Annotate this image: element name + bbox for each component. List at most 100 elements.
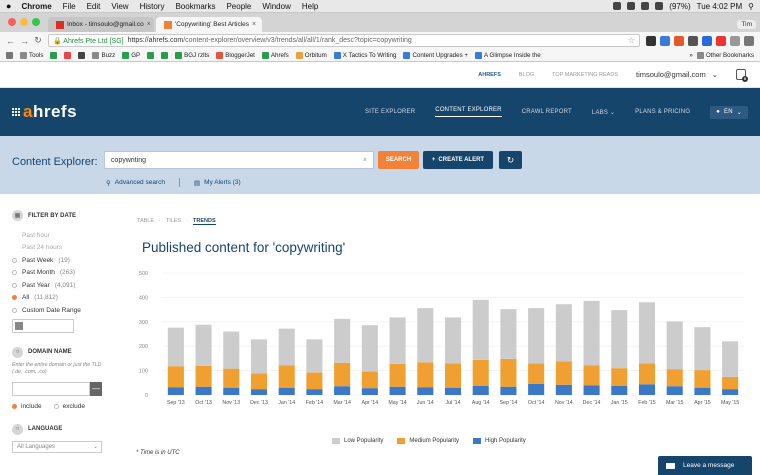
notifications-icon[interactable]: 0: [736, 69, 748, 82]
date-option[interactable]: All (11,812): [12, 292, 108, 305]
menu-app[interactable]: Chrome: [21, 1, 52, 11]
apple-icon[interactable]: ●: [6, 1, 12, 11]
menu-view[interactable]: View: [111, 1, 129, 11]
zoom-window-button[interactable]: [32, 18, 40, 26]
bar-medium-popularity: [334, 362, 351, 387]
create-alert-button[interactable]: + CREATE ALERT: [423, 151, 493, 169]
bookmark-item[interactable]: BGJ rzlts: [175, 51, 209, 59]
clear-icon[interactable]: ×: [362, 156, 367, 164]
ahrefs-link[interactable]: AHREFS: [478, 71, 501, 78]
legend-low[interactable]: Low Popularity: [332, 438, 383, 444]
nav-plans-pricing[interactable]: PLANS & PRICING: [635, 109, 691, 115]
bookmark-item[interactable]: Buzz: [92, 51, 115, 59]
my-alerts-link[interactable]: ▤ My Alerts (3): [194, 179, 241, 187]
ahrefs-logo[interactable]: ahrefs: [12, 102, 77, 122]
blog-link[interactable]: BLOG: [518, 71, 535, 78]
bookmark-item[interactable]: Content Upgrades +: [403, 51, 468, 59]
nav-crawl-report[interactable]: CRAWL REPORT: [521, 109, 572, 115]
bookmark-item[interactable]: Tools: [20, 51, 43, 59]
menu-people[interactable]: People: [226, 1, 252, 11]
extension-icon[interactable]: [716, 35, 726, 46]
date-range-input[interactable]: [12, 318, 74, 333]
date-option[interactable]: Past Month (263): [12, 267, 108, 280]
menu-history[interactable]: History: [139, 1, 165, 11]
close-tab-icon[interactable]: ×: [146, 21, 151, 28]
bookmark-item[interactable]: Ahrefs: [261, 51, 289, 59]
bookmark-star-icon[interactable]: ☆: [627, 36, 635, 45]
bookmark-item[interactable]: BloggerJet: [216, 51, 255, 59]
bookmark-item[interactable]: A Glimpse Inside the: [475, 51, 541, 59]
domain-add-button[interactable]: —: [90, 381, 102, 396]
include-radio[interactable]: include: [12, 403, 42, 410]
bookmark-icon: [475, 51, 482, 59]
url-bar[interactable]: 🔒 Ahrefs Pte Ltd [SG] https://ahrefs.com…: [48, 34, 640, 47]
date-option[interactable]: Past Week (19): [12, 254, 108, 267]
profile-button[interactable]: Tim: [737, 20, 756, 29]
bookmark-item[interactable]: Orbitum: [295, 51, 327, 59]
bookmark-item[interactable]: [147, 51, 155, 59]
exclude-radio[interactable]: exclude: [53, 403, 85, 410]
skype-icon[interactable]: [641, 2, 650, 10]
extension-icon[interactable]: [646, 35, 656, 46]
extension-icon[interactable]: [730, 35, 740, 46]
clock[interactable]: Tue 4:02 PM: [696, 1, 743, 11]
account-menu[interactable]: timsoulo@gmail.com ⌄: [636, 70, 718, 79]
reload-icon[interactable]: ↻: [34, 35, 42, 45]
wifi-icon[interactable]: [655, 2, 664, 10]
nav-site-explorer[interactable]: SITE EXPLORER: [365, 109, 416, 115]
top-reads-link[interactable]: TOP MARKETING READS: [552, 71, 618, 78]
language-selector[interactable]: ● EN ⌄: [710, 105, 748, 119]
advanced-search-link[interactable]: ⚲ Advanced search: [106, 179, 165, 187]
bookmark-item[interactable]: [78, 51, 86, 59]
menu-help[interactable]: Help: [301, 1, 319, 11]
bar-medium-popularity: [306, 372, 323, 390]
extension-icon[interactable]: [674, 35, 684, 46]
bookmark-item[interactable]: GP: [122, 51, 140, 59]
menu-bookmarks[interactable]: Bookmarks: [175, 1, 216, 11]
domain-input[interactable]: [12, 381, 90, 396]
forward-icon[interactable]: →: [20, 35, 29, 46]
extension-icon[interactable]: [660, 35, 670, 46]
search-input[interactable]: copywriting ×: [104, 151, 374, 169]
language-select[interactable]: All Languages ⌄: [12, 440, 102, 453]
view-tiles[interactable]: TILES: [165, 218, 182, 224]
extension-icon[interactable]: [702, 35, 712, 46]
back-icon[interactable]: ←: [6, 35, 15, 46]
status-icon[interactable]: [613, 2, 622, 10]
date-option[interactable]: Past Year (4,091): [12, 279, 108, 292]
date-option[interactable]: Custom Date Range: [12, 304, 108, 317]
other-bookmarks[interactable]: Other Bookmarks: [696, 51, 754, 59]
refresh-button[interactable]: ↻: [499, 151, 522, 169]
bookmark-item[interactable]: X Tactics To Writing: [333, 51, 396, 59]
extension-icon[interactable]: [688, 35, 698, 46]
leave-message-button[interactable]: Leave a message: [658, 456, 752, 475]
tab-gmail[interactable]: Inbox - timsoulo@gmail.co ×: [48, 17, 154, 32]
menu-file[interactable]: File: [62, 1, 76, 11]
legend-high[interactable]: High Popularity: [473, 438, 526, 444]
search-button[interactable]: SEARCH: [378, 151, 419, 169]
nav-labs[interactable]: LABS ⌄: [591, 109, 616, 116]
y-tick-label: 200: [139, 344, 148, 350]
nav-content-explorer[interactable]: CONTENT EXPLORER: [435, 107, 502, 117]
bookmark-apps[interactable]: [6, 51, 13, 59]
close-window-button[interactable]: [8, 18, 16, 26]
menu-icon[interactable]: [744, 35, 754, 46]
search-icon[interactable]: ⚲: [748, 1, 754, 11]
menu-window[interactable]: Window: [262, 1, 291, 11]
view-table[interactable]: TABLE: [137, 218, 155, 224]
minimize-window-button[interactable]: [20, 18, 28, 26]
menu-edit[interactable]: Edit: [86, 1, 101, 11]
battery-percent[interactable]: (97%): [669, 1, 691, 11]
close-tab-icon[interactable]: ×: [252, 21, 257, 28]
date-option-label: Past hour: [22, 231, 50, 239]
bookmark-item[interactable]: [64, 51, 72, 59]
bar-medium-popularity: [167, 366, 184, 388]
view-trends[interactable]: TRENDS: [193, 218, 216, 225]
dropbox-icon[interactable]: [627, 2, 636, 10]
tab-ahrefs[interactable]: 'Copywriting' Best Articles ×: [156, 17, 262, 32]
bookmark-item[interactable]: [161, 51, 169, 59]
legend-medium[interactable]: Medium Popularity: [397, 438, 459, 444]
bookmark-item[interactable]: [50, 51, 58, 59]
more-bookmarks-icon[interactable]: »: [689, 51, 693, 59]
security-label[interactable]: 🔒 Ahrefs Pte Ltd [SG]: [53, 37, 124, 45]
